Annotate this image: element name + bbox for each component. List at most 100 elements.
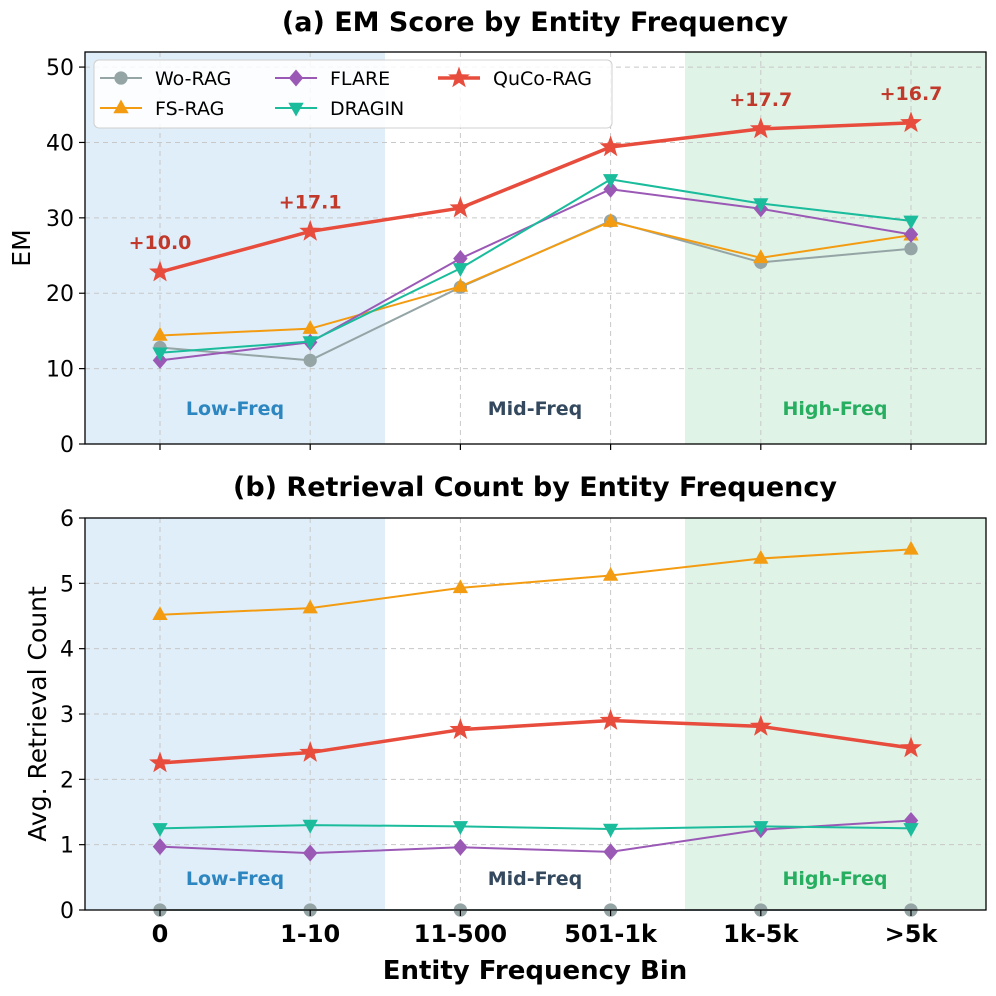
- data-point-fs-rag: [302, 320, 318, 334]
- data-point-fs-rag: [753, 550, 769, 564]
- data-point-fs-rag: [903, 540, 919, 555]
- y-tick-label: 0: [60, 899, 74, 924]
- data-point-dragin: [152, 347, 168, 362]
- series-fs-rag: [152, 540, 919, 620]
- data-point-wo-rag: [303, 353, 317, 367]
- data-point-dragin: [753, 198, 769, 213]
- series-line-flare: [159, 819, 912, 855]
- data-point-dragin: [152, 823, 168, 837]
- data-point-flare: [903, 225, 919, 243]
- data-point-flare: [152, 838, 168, 856]
- legend-item-flare: FLARE: [275, 68, 390, 90]
- x-tick-label: 0: [152, 920, 169, 948]
- region-band-high-freq: [685, 52, 986, 444]
- data-point-quco-rag: [299, 219, 322, 241]
- region-label-low-freq: Low-Freq: [186, 868, 284, 890]
- legend-label: FS-RAG: [155, 98, 224, 120]
- data-point-flare: [453, 250, 468, 268]
- chart-title-b: (b) Retrieval Count by Entity Frequency: [233, 472, 837, 503]
- legend-item-quco-rag: QuCo-RAG: [438, 66, 592, 90]
- y-tick-label: 0: [60, 433, 74, 458]
- region-label-mid-freq: Mid-Freq: [488, 868, 583, 890]
- legend: Wo-RAG FS-RAG FLARE DRAGIN QuCo-RAG: [93, 59, 613, 129]
- series-line-dragin: [159, 178, 912, 354]
- data-point-dragin: [602, 174, 619, 188]
- data-point-dragin: [302, 336, 318, 350]
- legend-label: FLARE: [330, 68, 390, 90]
- y-tick-label: 20: [46, 282, 74, 307]
- data-point-fs-rag: [152, 606, 168, 620]
- y-tick-label: 3: [60, 703, 74, 728]
- legend-label: Wo-RAG: [155, 68, 231, 90]
- data-point-quco-rag: [749, 117, 772, 139]
- panel-retrieval-count: (b) Retrieval Count by Entity Frequency …: [23, 472, 987, 986]
- series-fs-rag: [152, 213, 919, 341]
- data-point-wo-rag: [904, 242, 918, 256]
- legend-item-fs-rag: FS-RAG: [100, 98, 224, 120]
- data-point-quco-rag: [149, 751, 171, 773]
- annotation-label: +17.7: [729, 89, 792, 111]
- annotation-label: +16.7: [880, 83, 943, 105]
- series-line-dragin: [159, 824, 912, 830]
- data-point-flare: [302, 844, 318, 862]
- data-point-dragin: [452, 821, 469, 835]
- y-tick-label: 6: [60, 507, 74, 532]
- legend-marker: [448, 66, 470, 88]
- y-tick-label: 10: [46, 358, 74, 383]
- y-axis-label-a: EM: [7, 229, 36, 266]
- y-tick-label: 2: [60, 768, 74, 793]
- x-axis-label: Entity Frequency Bin: [383, 956, 688, 986]
- series-line-quco-rag: [159, 718, 912, 765]
- region-label-high-freq: High-Freq: [782, 868, 887, 890]
- data-point-fs-rag: [602, 566, 619, 581]
- data-point-quco-rag: [599, 709, 622, 730]
- data-point-quco-rag: [900, 736, 922, 758]
- data-point-quco-rag: [449, 718, 472, 739]
- x-tick-label: 1k-5k: [723, 920, 799, 948]
- x-tick-label: >5k: [885, 920, 939, 948]
- annotation-label: +10.0: [129, 232, 192, 254]
- data-point-dragin: [602, 823, 619, 838]
- legend-item-dragin: DRAGIN: [275, 98, 404, 120]
- y-tick-label: 4: [60, 638, 74, 663]
- x-tick-label: 501-1k: [564, 920, 658, 948]
- series-line-fs-rag: [159, 548, 912, 616]
- chart-title-a: (a) EM Score by Entity Frequency: [282, 7, 789, 38]
- data-point-quco-rag: [149, 260, 171, 282]
- data-point-flare: [603, 843, 618, 861]
- data-point-fs-rag: [753, 249, 769, 264]
- data-point-fs-rag: [302, 599, 318, 614]
- data-point-dragin: [753, 821, 769, 835]
- data-point-fs-rag: [602, 213, 619, 227]
- region-label-low-freq: Low-Freq: [186, 398, 284, 420]
- data-point-quco-rag: [299, 741, 322, 762]
- data-point-quco-rag: [599, 135, 622, 157]
- data-point-flare: [603, 180, 618, 198]
- legend-item-wo-rag: Wo-RAG: [100, 68, 231, 90]
- x-tick-label: 11-500: [414, 920, 507, 948]
- x-tick-label: 1-10: [280, 920, 340, 948]
- data-point-quco-rag: [749, 714, 772, 736]
- legend-marker: [288, 102, 304, 117]
- panel-em-score: (a) EM Score by Entity Frequency Low-Fre…: [7, 7, 987, 458]
- plot-frame: [84, 51, 987, 445]
- data-point-quco-rag: [900, 111, 922, 133]
- y-tick-label: 30: [46, 207, 74, 232]
- legend-marker: [113, 99, 129, 114]
- y-tick-label: 5: [60, 572, 74, 597]
- y-tick-label: 1: [60, 834, 74, 859]
- legend-marker: [288, 69, 304, 87]
- series-quco-rag: [149, 111, 922, 282]
- legend-label: QuCo-RAG: [493, 68, 592, 90]
- annotation-label: +17.1: [279, 191, 342, 213]
- region-label-high-freq: High-Freq: [782, 398, 887, 420]
- data-point-dragin: [903, 215, 919, 230]
- series-line-fs-rag: [159, 220, 912, 337]
- series-quco-rag: [149, 709, 922, 773]
- series-line-quco-rag: [159, 121, 912, 274]
- data-point-dragin: [302, 819, 318, 834]
- data-point-flare: [453, 838, 468, 856]
- region-label-mid-freq: Mid-Freq: [488, 398, 583, 420]
- data-point-dragin: [903, 823, 919, 837]
- series-dragin: [152, 819, 919, 838]
